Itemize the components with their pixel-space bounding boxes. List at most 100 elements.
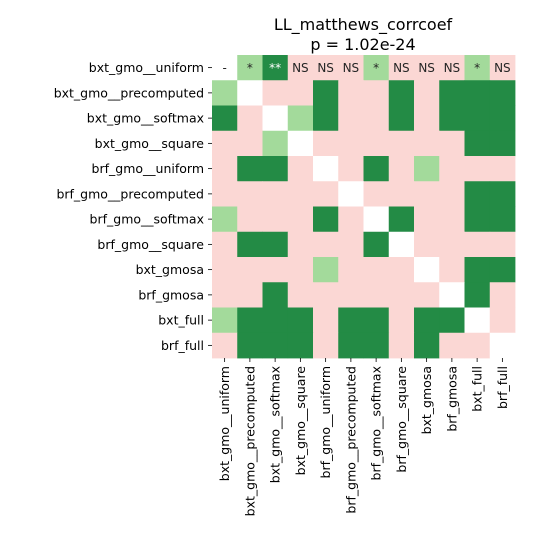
heatmap-cell bbox=[489, 282, 516, 308]
heatmap-cell bbox=[439, 307, 465, 334]
heatmap-cell bbox=[338, 282, 364, 308]
chart-title: LL_matthews_corrcoef bbox=[274, 15, 453, 35]
col-label: brf_gmo__uniform bbox=[318, 366, 333, 478]
heatmap-cell bbox=[363, 55, 390, 81]
heatmap-cell bbox=[338, 130, 364, 157]
heatmap-cell bbox=[237, 206, 263, 233]
row-label: brf_gmo__softmax bbox=[90, 212, 204, 227]
heatmap-cell bbox=[262, 130, 289, 157]
heatmap-cell bbox=[464, 80, 491, 106]
heatmap-cell bbox=[237, 282, 263, 308]
heatmap-cell bbox=[287, 307, 314, 334]
heatmap-cell bbox=[287, 55, 314, 81]
heatmap-cell bbox=[237, 181, 263, 207]
heatmap-cell bbox=[338, 332, 364, 359]
col-label: bxt_full bbox=[470, 366, 485, 412]
heatmap-cell bbox=[262, 231, 289, 258]
heatmap-cell bbox=[464, 105, 491, 132]
heatmap-cell bbox=[439, 206, 465, 233]
heatmap-cell bbox=[287, 231, 314, 258]
heatmap-cell bbox=[212, 206, 238, 233]
heatmap-cell bbox=[489, 156, 516, 182]
heatmap-cell bbox=[414, 282, 440, 308]
col-label: brf_gmo__precomputed bbox=[343, 366, 358, 514]
cell-annotations: - * ** NS NS NS * NS NS NS * NS bbox=[222, 61, 510, 75]
heatmap-cell bbox=[439, 156, 465, 182]
heatmap-cell bbox=[287, 282, 314, 308]
heatmap-cell bbox=[439, 282, 465, 308]
cell-annotation: NS bbox=[393, 61, 410, 75]
row-label: brf_gmo__precomputed bbox=[56, 186, 204, 201]
heatmap-cell bbox=[363, 80, 390, 106]
heatmap-cell bbox=[464, 332, 491, 359]
col-label: brf_full bbox=[495, 366, 510, 409]
heatmap-cell bbox=[363, 206, 390, 233]
col-label: bxt_gmo__square bbox=[293, 366, 308, 476]
col-label: brf_gmosa bbox=[444, 366, 459, 432]
row-label: bxt_full bbox=[158, 313, 204, 328]
heatmap-cell bbox=[262, 257, 289, 283]
cell-annotation: NS bbox=[292, 61, 309, 75]
col-label: bxt_gmo__uniform bbox=[217, 366, 232, 481]
heatmap-cell bbox=[489, 181, 516, 207]
heatmap-cell bbox=[414, 332, 440, 359]
heatmap-cell bbox=[262, 80, 289, 106]
heatmap-cell bbox=[414, 206, 440, 233]
heatmap-cell bbox=[363, 181, 390, 207]
cell-annotation: NS bbox=[444, 61, 461, 75]
col-label: brf_gmo__softmax bbox=[369, 366, 384, 480]
row-label: bxt_gmosa bbox=[136, 262, 204, 277]
heatmap-cell bbox=[212, 156, 238, 182]
heatmap-cell bbox=[262, 307, 289, 334]
heatmap-cell bbox=[414, 80, 440, 106]
cell-annotation: ** bbox=[269, 61, 281, 75]
heatmap-cell bbox=[464, 181, 491, 207]
heatmap-cell bbox=[287, 206, 314, 233]
cell-annotation: NS bbox=[418, 61, 435, 75]
cell-annotation: * bbox=[474, 61, 480, 75]
heatmap-cell bbox=[363, 130, 390, 157]
heatmap-cell bbox=[287, 257, 314, 283]
heatmap-cell bbox=[212, 80, 238, 106]
heatmap-cell bbox=[489, 231, 516, 258]
row-label: bxt_gmo__square bbox=[95, 136, 205, 151]
col-label: bxt_gmo__precomputed bbox=[242, 366, 257, 516]
heatmap-cell bbox=[489, 307, 516, 334]
heatmap-cell bbox=[212, 130, 238, 157]
heatmap-cell bbox=[464, 257, 491, 283]
heatmap-cell bbox=[388, 105, 415, 132]
heatmap-cell bbox=[313, 105, 339, 132]
heatmap-cell bbox=[388, 307, 415, 334]
heatmap-cell bbox=[313, 282, 339, 308]
heatmap-cell bbox=[439, 257, 465, 283]
heatmap-cell bbox=[313, 332, 339, 359]
heatmap-cells bbox=[212, 55, 516, 359]
heatmap-cell bbox=[363, 332, 390, 359]
row-label: brf_gmosa bbox=[138, 287, 204, 302]
heatmap-cell bbox=[388, 156, 415, 182]
heatmap-cell bbox=[489, 206, 516, 233]
heatmap-cell bbox=[338, 156, 364, 182]
heatmap-cell bbox=[338, 257, 364, 283]
heatmap-cell bbox=[313, 206, 339, 233]
cell-annotation: * bbox=[247, 61, 253, 75]
row-label: brf_gmo__uniform bbox=[92, 161, 204, 176]
heatmap-cell bbox=[388, 257, 415, 283]
heatmap-cell bbox=[313, 55, 339, 81]
heatmap-cell bbox=[363, 105, 390, 132]
col-label: bxt_gmosa bbox=[419, 366, 434, 434]
heatmap-cell bbox=[262, 332, 289, 359]
heatmap-cell bbox=[237, 231, 263, 258]
heatmap-cell bbox=[388, 181, 415, 207]
heatmap-cell bbox=[237, 257, 263, 283]
heatmap-cell bbox=[338, 181, 364, 207]
heatmap-cell bbox=[414, 257, 440, 283]
heatmap-cell bbox=[464, 231, 491, 258]
heatmap-cell bbox=[489, 55, 516, 81]
cell-annotation: NS bbox=[494, 61, 511, 75]
heatmap-cell bbox=[414, 231, 440, 258]
heatmap-cell bbox=[414, 105, 440, 132]
heatmap-cell bbox=[212, 181, 238, 207]
